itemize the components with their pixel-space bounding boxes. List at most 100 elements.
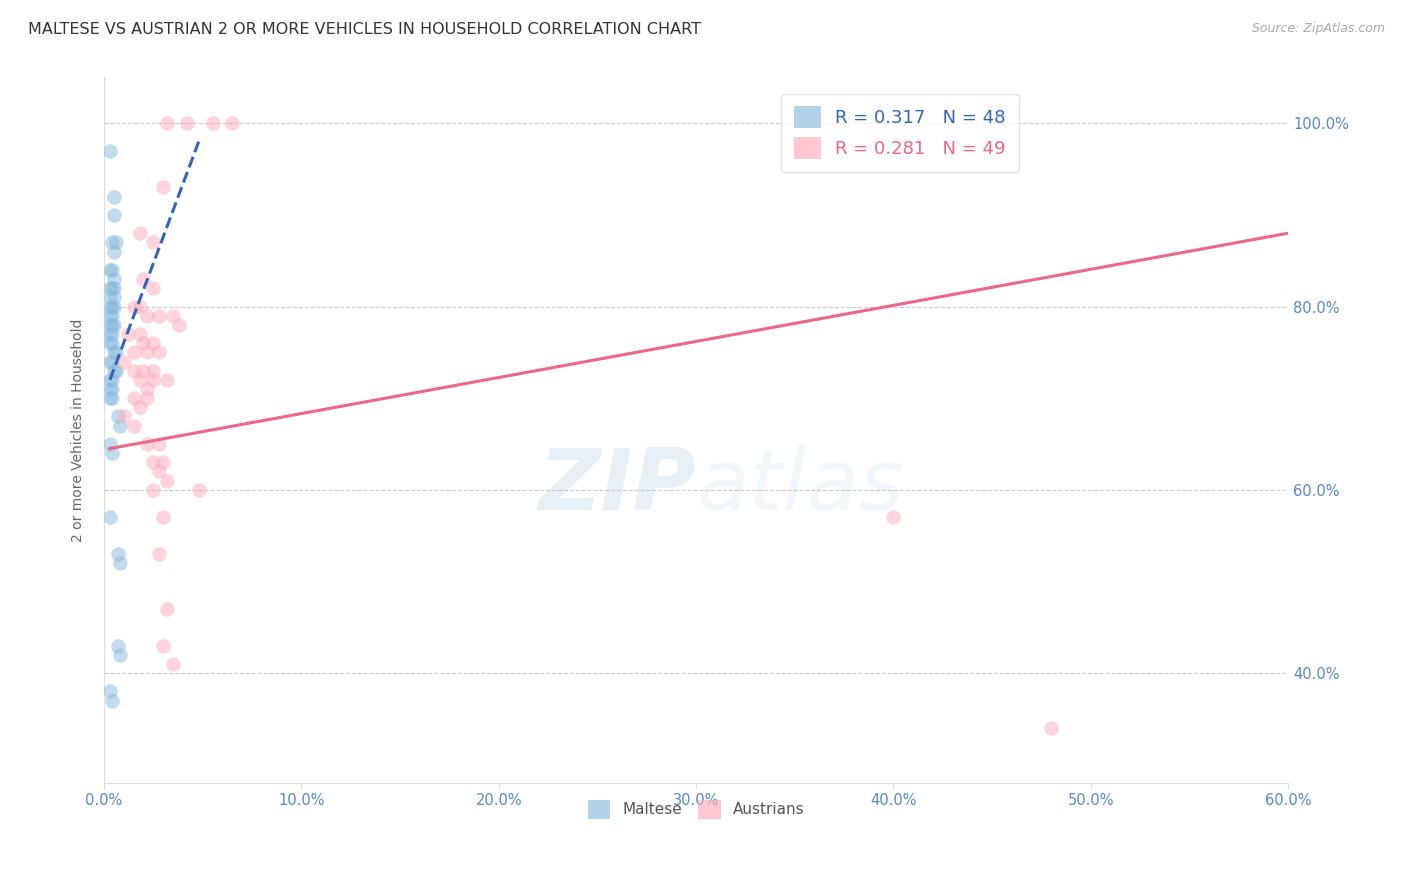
Point [1040,721,1063,735]
Point [98,354,121,368]
Text: MALTESE VS AUSTRIAN 2 OR MORE VEHICLES IN HOUSEHOLD CORRELATION CHART: MALTESE VS AUSTRIAN 2 OR MORE VEHICLES I… [28,22,702,37]
Point [142,483,165,497]
Point [112,354,135,368]
Point [152,639,174,653]
Point [101,391,124,405]
Point [98,309,121,323]
Point [176,116,198,130]
Point [122,391,145,405]
Point [148,547,170,561]
Point [136,382,159,396]
Point [98,144,121,158]
Point [98,391,121,405]
Point [98,437,121,451]
Point [142,455,165,469]
Point [128,401,150,415]
Point [128,300,150,314]
Point [148,345,170,359]
Point [103,345,125,359]
Point [108,556,131,570]
Point [156,602,179,616]
Point [101,446,124,460]
Point [101,300,124,314]
Point [101,235,124,250]
Point [104,235,127,250]
Point [142,235,165,250]
Point [101,318,124,332]
Point [156,116,179,130]
Point [98,281,121,295]
Point [103,300,125,314]
Point [103,208,125,222]
Point [98,373,121,387]
Point [103,281,125,295]
Point [107,547,129,561]
Point [98,382,121,396]
Legend: Maltese, Austrians: Maltese, Austrians [582,794,811,825]
Point [122,345,145,359]
Point [101,354,124,368]
Point [136,437,159,451]
Point [128,326,150,341]
Point [117,326,139,341]
Point [101,693,124,707]
Text: Source: ZipAtlas.com: Source: ZipAtlas.com [1251,22,1385,36]
Point [103,364,125,378]
Text: ZIP: ZIP [538,445,696,528]
Point [148,465,170,479]
Point [148,437,170,451]
Point [103,290,125,304]
Point [156,373,179,387]
Point [122,300,145,314]
Point [136,345,159,359]
Point [167,318,190,332]
Point [103,272,125,286]
Point [101,281,124,295]
Point [103,189,125,203]
Point [104,345,127,359]
Point [107,409,129,424]
Point [107,639,129,653]
Point [142,364,165,378]
Point [132,364,155,378]
Point [98,684,121,698]
Point [132,336,155,351]
Y-axis label: 2 or more Vehicles in Household: 2 or more Vehicles in Household [72,318,86,542]
Point [101,309,124,323]
Point [152,455,174,469]
Point [156,474,179,488]
Point [162,309,184,323]
Point [101,373,124,387]
Point [201,116,224,130]
Point [882,510,904,524]
Point [98,336,121,351]
Point [142,336,165,351]
Point [101,326,124,341]
Point [98,263,121,277]
Point [122,364,145,378]
Point [98,326,121,341]
Point [136,309,159,323]
Point [221,116,243,130]
Point [162,657,184,671]
Point [187,483,209,497]
Point [108,648,131,662]
Point [98,290,121,304]
Point [101,263,124,277]
Point [128,226,150,240]
Point [136,391,159,405]
Point [98,510,121,524]
Point [101,382,124,396]
Point [132,272,155,286]
Point [142,373,165,387]
Text: atlas: atlas [696,445,904,528]
Point [148,309,170,323]
Point [152,510,174,524]
Point [142,281,165,295]
Point [122,418,145,433]
Point [152,180,174,194]
Point [103,244,125,259]
Point [112,409,135,424]
Point [98,318,121,332]
Point [101,336,124,351]
